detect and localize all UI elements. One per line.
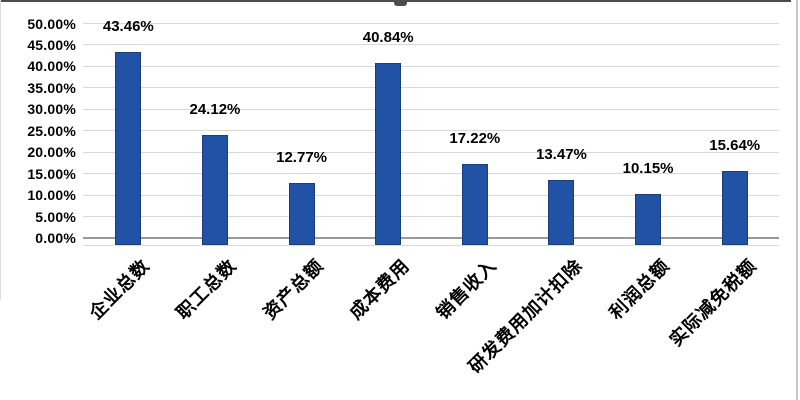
gridline: [83, 108, 779, 110]
x-axis-line: [83, 236, 779, 239]
gridline: [83, 23, 779, 24]
bar: [461, 164, 488, 245]
gridline: [83, 44, 779, 46]
bar: [548, 180, 575, 245]
bar-value-label: 43.46%: [102, 17, 154, 35]
bar-value-label: 40.84%: [362, 28, 414, 46]
bar: [635, 194, 662, 245]
bar: [201, 134, 228, 245]
x-category-label: 企业总数: [85, 255, 155, 324]
x-category-label: 成本费用: [345, 255, 415, 324]
gridline: [83, 216, 779, 218]
y-tick-label: 20.00%: [27, 144, 76, 161]
left-crop-border: [0, 0, 1, 300]
bar: [288, 183, 315, 245]
bar-value-label: 12.77%: [276, 149, 327, 167]
x-category-label: 资产总额: [259, 255, 328, 324]
y-tick-label: 15.00%: [27, 165, 76, 182]
y-tick-label: 10.00%: [27, 187, 76, 204]
y-tick-label: 30.00%: [27, 101, 76, 118]
y-tick-label: 40.00%: [27, 58, 76, 75]
x-category-label: 实际减免税额: [665, 255, 761, 351]
gridline: [83, 65, 779, 67]
top-crop-border: [0, 0, 791, 2]
cropped-title-remnant: [394, 2, 407, 6]
gridline: [83, 130, 779, 132]
bar: [115, 51, 142, 245]
bar-value-label: 15.64%: [709, 136, 761, 154]
right-crop-border: [796, 0, 798, 400]
gridline: [83, 151, 779, 153]
bar-value-label: 17.22%: [449, 130, 501, 148]
x-category-label: 利润总额: [605, 255, 675, 324]
y-tick-label: 5.00%: [35, 208, 76, 225]
bar: [721, 170, 748, 245]
gridline: [83, 173, 779, 175]
x-category-label: 销售收入: [432, 255, 501, 324]
y-tick-label: 0.00%: [35, 230, 76, 246]
bar-value-label: 13.47%: [536, 146, 587, 164]
y-tick-label: 50.00%: [27, 15, 76, 32]
y-tick-label: 25.00%: [27, 122, 76, 139]
bar-value-label: 24.12%: [189, 100, 241, 118]
x-category-label: 职工总数: [172, 255, 242, 324]
x-axis-shadow-line: [83, 244, 779, 246]
y-tick-label: 35.00%: [27, 79, 76, 96]
bar: [375, 62, 402, 245]
gridline: [83, 194, 779, 196]
y-tick-label: 45.00%: [27, 36, 76, 53]
gridline: [83, 87, 779, 89]
bar-value-label: 10.15%: [622, 160, 674, 178]
